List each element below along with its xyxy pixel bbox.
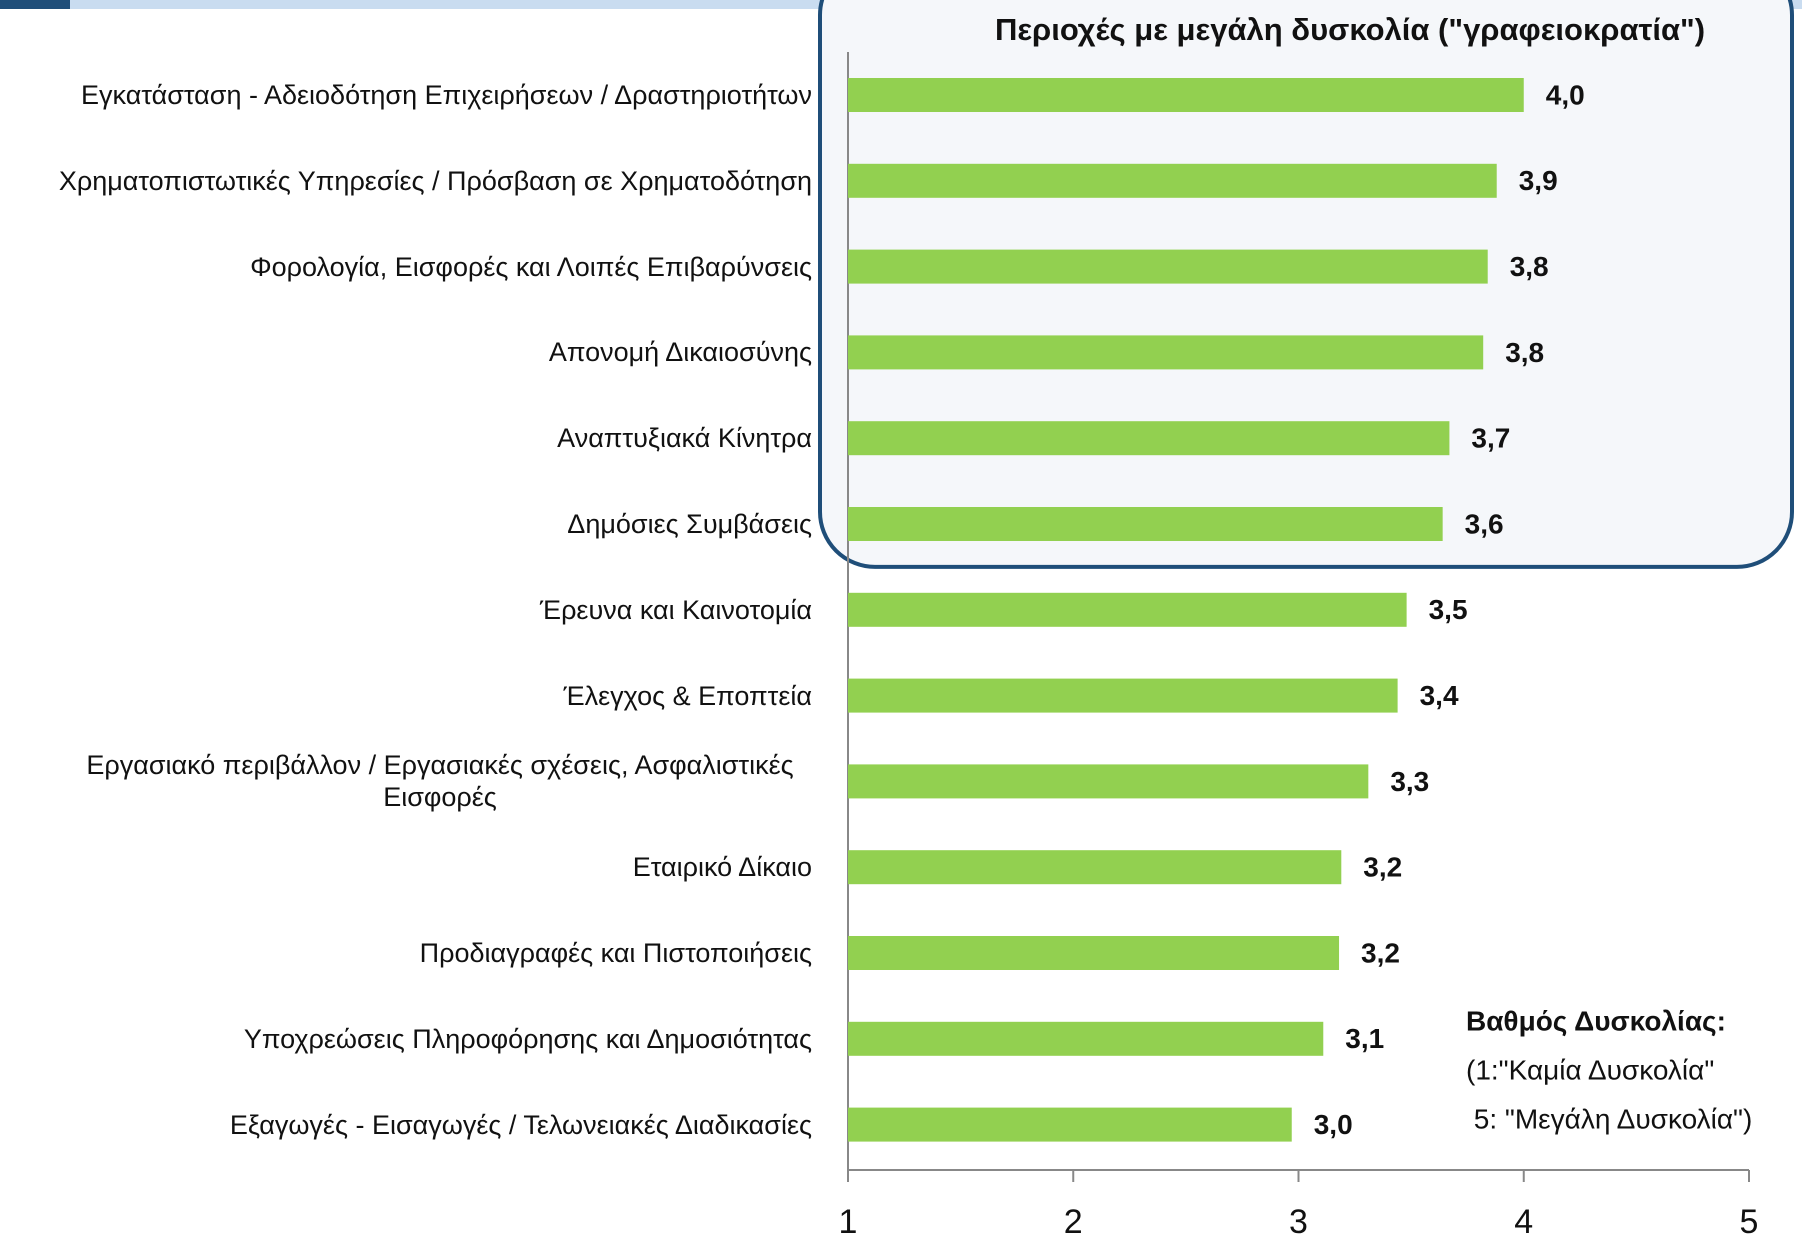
value-label: 3,2 [1361, 937, 1400, 968]
bar [848, 78, 1524, 112]
box-title: Περιοχές με μεγάλη δυσκολία ("γραφειοκρα… [995, 12, 1705, 47]
value-label: 3,6 [1465, 508, 1504, 539]
x-tick-label: 2 [1064, 1203, 1083, 1241]
category-label: Υποχρεώσεις Πληροφόρησης και Δημοσιότητα… [243, 1023, 812, 1054]
value-label: 3,0 [1314, 1109, 1353, 1140]
bar [848, 335, 1484, 370]
bar [848, 163, 1497, 198]
header-strip [0, 0, 70, 9]
bar [848, 764, 1369, 799]
value-label: 3,2 [1363, 852, 1402, 883]
bar [848, 1107, 1292, 1142]
note-line: 5: "Μεγάλη Δυσκολία") [1466, 1103, 1752, 1134]
bar [848, 592, 1407, 627]
bar [848, 936, 1340, 970]
bar [848, 507, 1443, 541]
category-label: Έλεγχος & Εποπτεία [563, 680, 812, 711]
category-label: Δημόσιες Συμβάσεις [567, 509, 812, 539]
category-label: Προδιαγραφές και Πιστοποιήσεις [419, 938, 812, 968]
x-tick-label: 5 [1740, 1203, 1759, 1241]
value-label: 3,5 [1429, 594, 1468, 625]
category-label: Εταιρικό Δίκαιο [632, 852, 812, 883]
category-label: Εγκατάσταση - Αδειοδότηση Επιχειρήσεων /… [81, 80, 812, 110]
value-label: 3,9 [1519, 165, 1558, 196]
category-label: Έρευνα και Καινοτομία [539, 594, 812, 625]
note-line: (1:"Καμία Δυσκολία" [1466, 1054, 1714, 1085]
value-label: 3,3 [1390, 766, 1429, 797]
bar [848, 421, 1450, 456]
bar [848, 1021, 1324, 1056]
x-tick-label: 3 [1289, 1203, 1308, 1241]
bar [848, 850, 1342, 885]
category-label: Φορολογία, Εισφορές και Λοιπές Επιβαρύνσ… [250, 251, 812, 282]
x-tick-label: 4 [1514, 1203, 1533, 1241]
bar [848, 249, 1488, 284]
category-label: Απονομή Δικαιοσύνης [548, 337, 812, 368]
value-label: 4,0 [1546, 79, 1585, 110]
value-label: 3,1 [1345, 1023, 1384, 1054]
value-label: 3,8 [1505, 337, 1544, 368]
bar [848, 678, 1398, 713]
value-label: 3,4 [1420, 680, 1459, 711]
category-label: Εξαγωγές - Εισαγωγές / Τελωνειακές Διαδι… [229, 1109, 812, 1140]
x-tick-label: 1 [839, 1203, 858, 1241]
category-label: Εργασιακό περιβάλλον / Εργασιακές σχέσει… [86, 750, 794, 813]
note-line: Βαθμός Δυσκολίας: [1466, 1005, 1726, 1036]
category-label: Χρηματοπιστωτικές Υπηρεσίες / Πρόσβαση σ… [58, 165, 812, 196]
category-label: Αναπτυξιακά Κίνητρα [557, 423, 812, 454]
value-label: 3,8 [1510, 251, 1549, 282]
value-label: 3,7 [1471, 423, 1510, 454]
